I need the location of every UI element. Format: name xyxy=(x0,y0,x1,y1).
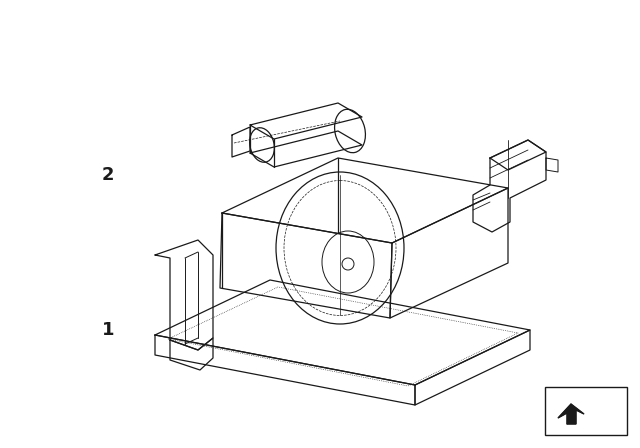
Text: 00143436: 00143436 xyxy=(564,427,607,436)
Bar xyxy=(545,387,627,435)
Text: 1: 1 xyxy=(102,321,115,339)
Text: 2: 2 xyxy=(102,166,115,184)
Polygon shape xyxy=(558,404,584,424)
